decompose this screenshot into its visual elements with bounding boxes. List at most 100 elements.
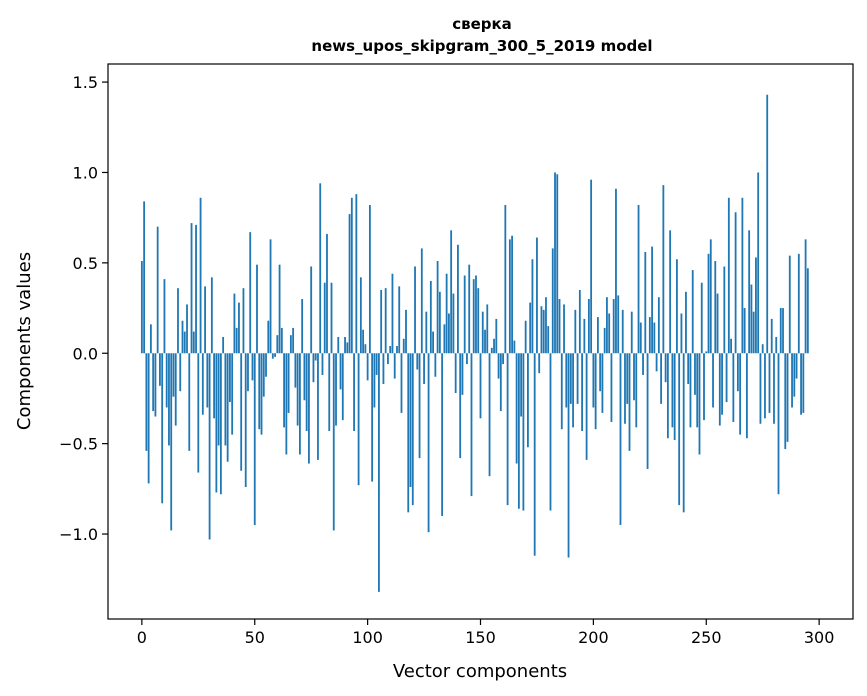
bar [466,353,468,365]
bar [784,353,787,450]
bar [572,353,574,428]
bar [520,353,523,417]
bar [409,353,412,488]
bar [459,353,462,459]
bar [705,351,708,354]
chart-title: сверка [452,15,512,33]
bar [515,353,518,464]
bar [481,311,484,354]
bar [791,353,793,408]
bar [418,353,421,459]
bar [339,353,342,390]
bar [736,353,739,392]
bar [350,197,353,354]
bar [371,353,374,482]
bar [610,353,613,422]
bar [420,248,423,354]
bar [154,353,157,417]
bar [682,353,685,513]
x-tick-label: 300 [804,628,835,647]
bar [574,309,577,354]
bar [147,353,150,484]
bar [676,259,678,354]
bar [303,353,306,401]
bar [179,353,182,392]
bar [298,353,301,455]
bar [177,288,179,354]
bar [732,353,735,422]
bar [186,304,188,354]
bar [463,275,466,354]
bar [606,297,608,354]
bar [447,313,450,354]
bar [192,331,195,354]
bar [583,318,586,354]
bar [443,324,446,354]
bar [262,353,265,397]
bar [565,353,568,408]
bar [653,322,656,354]
bar [558,299,561,354]
bar [292,327,295,354]
bar [687,353,690,384]
bar [249,232,252,354]
bar [170,353,173,531]
bar [637,205,640,354]
bar [378,353,380,592]
bar [700,282,703,354]
bar [563,304,565,354]
bar [502,353,504,365]
bar [344,336,346,354]
bar [479,353,482,419]
bar [755,257,757,354]
bar [364,344,367,354]
bar [499,353,502,412]
bar [355,194,358,354]
bar [368,205,371,354]
bar [723,266,726,354]
bar [714,261,717,354]
bar [296,353,299,426]
bar [748,230,751,354]
bar [712,353,714,408]
bar [472,279,475,354]
bar [615,188,617,354]
bar [727,197,730,354]
bar [357,353,360,486]
bar [529,302,532,354]
bar [382,353,385,384]
bar [326,233,328,354]
bar [274,353,276,357]
bar [694,353,696,395]
bar [287,353,290,413]
bar [330,282,333,354]
bar [174,353,177,426]
bar [786,353,789,442]
bar [215,353,218,493]
bar [172,353,175,397]
bar [490,347,493,354]
y-tick-label: 0.5 [73,254,98,273]
bar [427,353,430,533]
bar [359,277,362,354]
bar [599,353,602,392]
bar [353,353,355,431]
bar [445,273,448,354]
bar [531,259,534,354]
bar [590,179,593,354]
bar [283,353,285,428]
bar [554,172,556,354]
bar [800,353,802,415]
bar [504,205,507,354]
bar [475,275,477,354]
bar [594,353,597,430]
bar [396,346,398,354]
bar [626,353,629,404]
bar [348,214,351,354]
bar [581,353,583,431]
bar [450,230,453,354]
bar [601,353,604,413]
bar [165,353,168,408]
bar [696,353,699,428]
